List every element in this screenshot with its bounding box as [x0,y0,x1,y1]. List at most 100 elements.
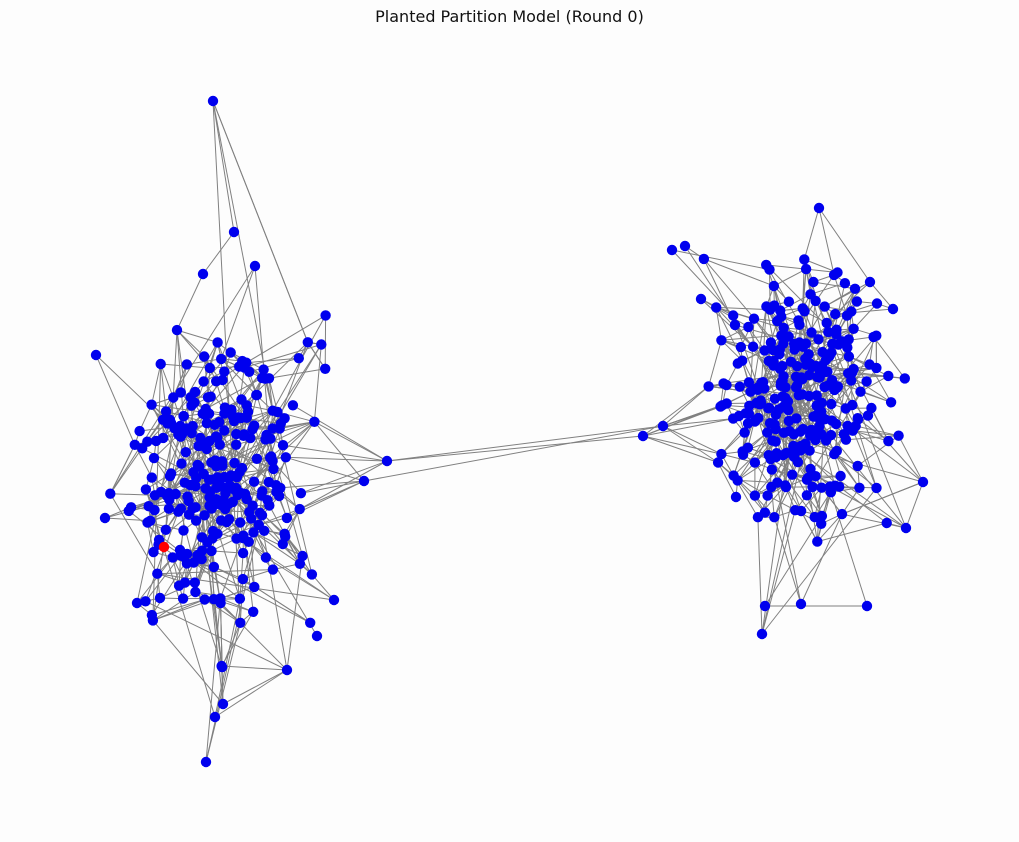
graph-node [295,488,307,499]
graph-node [737,355,748,366]
graph-node [769,393,781,404]
graph-node [811,390,822,401]
graph-node [260,552,272,563]
graph-node [175,503,187,514]
inter-community-edge [386,435,644,462]
graph-node [149,504,160,516]
graph-node [160,524,171,535]
graph-node [105,488,116,499]
graph-node [157,414,169,425]
graph-node [248,527,259,538]
graph-node [827,338,838,350]
bridge-edge [285,456,365,482]
graph-edge [834,281,871,315]
bridge-edge [662,425,722,455]
graph-node [814,362,825,374]
graph-node [246,513,257,524]
graph-edge [183,556,311,624]
graph-node [765,337,777,348]
graph-edge [95,354,136,445]
graph-node [852,413,863,424]
graph-node [227,411,239,422]
graph-node [163,503,175,514]
graph-node [328,594,340,606]
graph-edge [259,512,288,671]
graph-node [883,370,894,382]
graph-node [810,433,821,444]
graph-node [189,577,200,588]
graph-node [848,363,859,375]
graph-node [232,489,243,501]
graph-node [236,462,248,474]
graph-node [185,479,196,491]
graph-node [766,464,778,475]
graph-node [830,418,842,430]
graph-node [210,455,221,466]
graph-edge [136,557,174,604]
graph-node [785,356,797,367]
graph-node [199,351,210,362]
graph-node [271,486,282,498]
graph-node [801,490,813,501]
graph-node [275,418,286,429]
graph-node [832,267,843,278]
graph-node [148,452,160,464]
graph-node [175,420,186,432]
graph-node [885,397,897,408]
graph-node [287,400,299,411]
graph-node [769,512,780,523]
graph-node [821,317,832,329]
graph-node [175,387,186,398]
graph-node [180,447,191,458]
graph-node [764,304,776,315]
graph-node [780,481,792,493]
graph-node [864,276,876,288]
graph-node [698,253,710,265]
graph-node [267,405,278,416]
graph-node [258,364,269,375]
graph-node [871,330,882,341]
graph-node [199,594,210,605]
graph-node [277,440,289,451]
graph-node [750,384,761,395]
graph-node [196,532,208,543]
graph-edge [109,265,256,494]
graph-edge [873,336,906,379]
graph-edge [905,481,924,529]
graph-node [201,418,212,429]
graph-node [216,353,227,365]
graph-node [214,439,225,450]
graph-edge [222,669,288,705]
graph-node [293,353,304,364]
graph-node [129,439,140,450]
graph-node [729,319,741,331]
graph-node [803,390,815,402]
graph-node [146,399,157,410]
graph-node [759,345,770,356]
graph-node [148,546,159,558]
bridge-edge [314,421,365,482]
graph-edge [827,331,907,529]
graph-node [830,308,841,320]
graph-node [146,472,157,483]
bridge-edge [642,386,709,437]
graph-edge [152,591,196,621]
graph-node [320,363,331,374]
graph-node [253,519,264,531]
graph-edge [716,306,771,311]
graph-node [862,410,874,421]
graph-node [185,392,196,403]
graph-node [861,376,872,387]
graph-edge [671,249,734,316]
graph-edge [766,264,807,270]
bridge-edge [642,435,722,455]
graph-edge [151,434,267,616]
graph-edge [205,377,263,410]
graph-node [846,306,857,317]
graph-node [199,510,210,521]
graph-edge [221,665,288,671]
graph-edge [145,489,216,718]
graph-edge [212,100,235,233]
graph-edge [830,492,868,607]
